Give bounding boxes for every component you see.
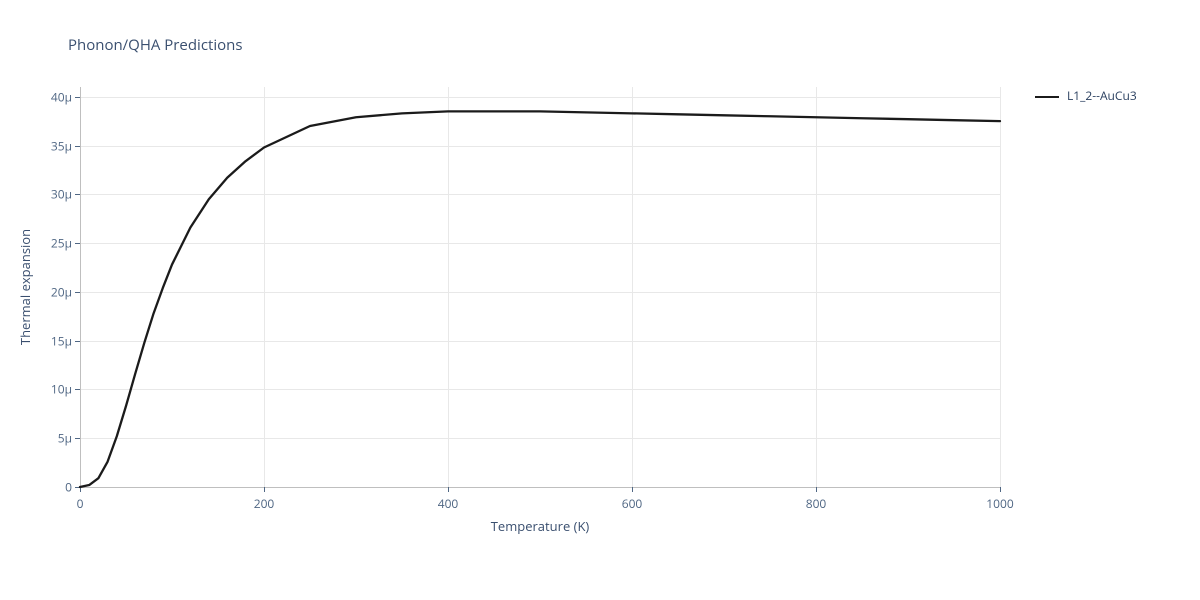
series-line <box>80 111 1000 487</box>
chart-svg <box>0 0 1200 600</box>
